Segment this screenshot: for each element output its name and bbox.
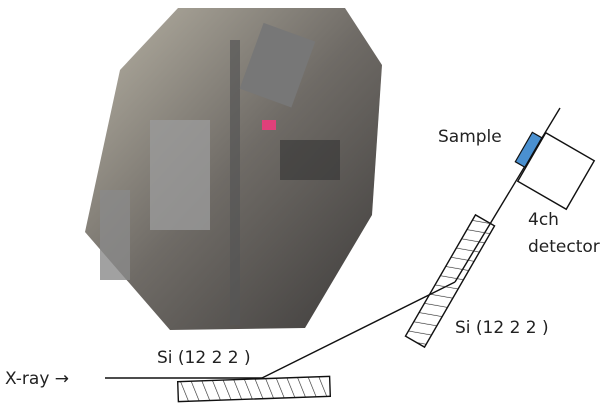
detector-label: detector: [528, 237, 600, 257]
crystal: [178, 376, 331, 401]
xray-label: X-ray →: [5, 369, 69, 389]
photo: [85, 8, 382, 330]
crystal-label: Si (12 2 2 ): [157, 348, 251, 368]
sample-label: Sample: [438, 127, 502, 147]
crystal-label: Si (12 2 2 ): [455, 318, 549, 338]
detector-label: 4ch: [528, 210, 559, 230]
diagram: Sample 4ch detector Si (12 2 2 ) Si (12 …: [0, 0, 615, 403]
